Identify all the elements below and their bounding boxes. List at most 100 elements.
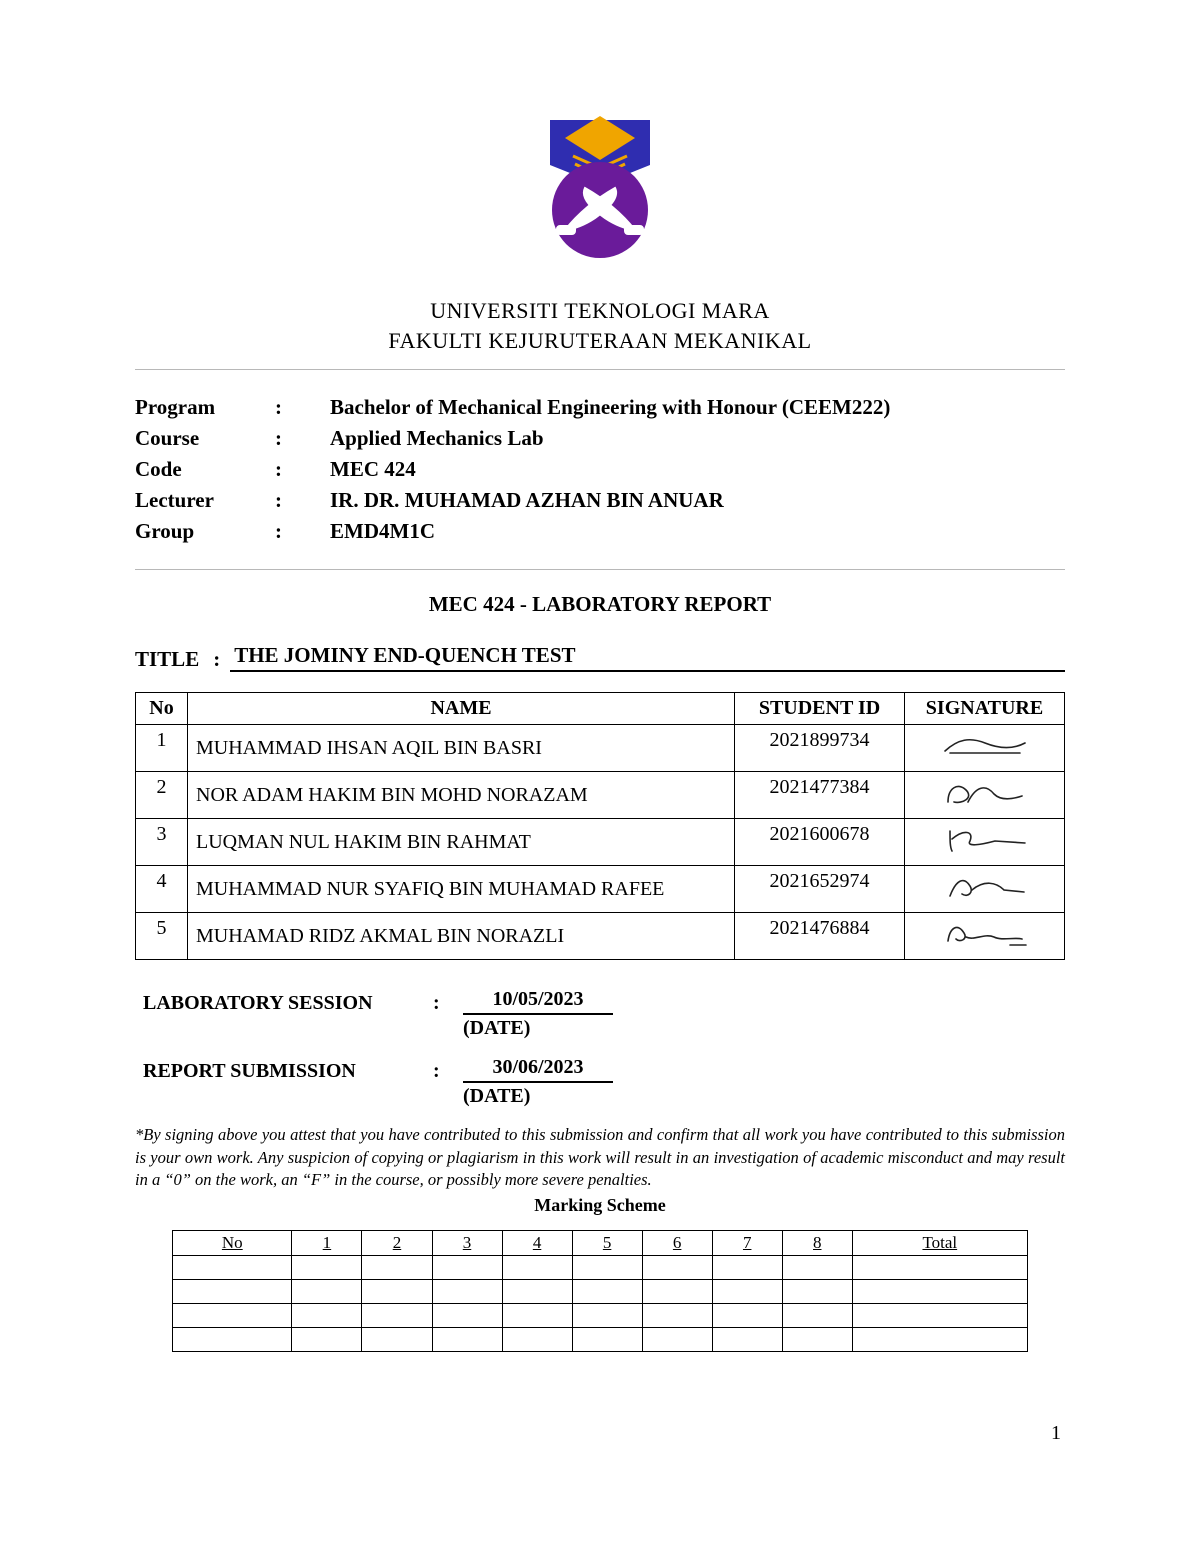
student-signature	[905, 772, 1065, 819]
marking-cell	[292, 1304, 362, 1328]
marking-cell	[852, 1280, 1027, 1304]
marking-cell	[292, 1328, 362, 1352]
student-name: MUHAMAD RIDZ AKMAL BIN NORAZLI	[188, 913, 735, 960]
university-logo	[135, 110, 1065, 276]
student-no: 2	[136, 772, 188, 819]
marking-cell	[572, 1256, 642, 1280]
page-number: 1	[135, 1422, 1065, 1445]
marking-cell	[432, 1328, 502, 1352]
marking-cell	[572, 1304, 642, 1328]
info-colon: :	[275, 392, 330, 423]
info-row: Code:MEC 424	[135, 454, 1065, 485]
submission-caption: (DATE)	[143, 1085, 1065, 1108]
marking-cell	[642, 1256, 712, 1280]
lab-session-label: LABORATORY SESSION	[143, 992, 433, 1015]
title-label: TITLE	[135, 647, 213, 672]
student-name: NOR ADAM HAKIM BIN MOHD NORAZAM	[188, 772, 735, 819]
marking-cell	[432, 1280, 502, 1304]
info-row: Course:Applied Mechanics Lab	[135, 423, 1065, 454]
info-label: Lecturer	[135, 485, 275, 516]
marking-cell	[502, 1304, 572, 1328]
report-title-row: TITLE : THE JOMINY END-QUENCH TEST	[135, 643, 1065, 672]
table-row: 5MUHAMAD RIDZ AKMAL BIN NORAZLI202147688…	[136, 913, 1065, 960]
student-signature	[905, 819, 1065, 866]
marking-cell	[173, 1256, 292, 1280]
lab-session-caption: (DATE)	[143, 1017, 1065, 1040]
university-name: UNIVERSITI TEKNOLOGI MARA FAKULTI KEJURU…	[135, 296, 1065, 355]
signature-icon	[940, 917, 1030, 949]
marking-col: 4	[502, 1231, 572, 1256]
student-no: 5	[136, 913, 188, 960]
marking-cell	[173, 1328, 292, 1352]
colon: :	[433, 992, 463, 1015]
marking-cell	[362, 1280, 432, 1304]
marking-cell	[712, 1304, 782, 1328]
marking-cell	[642, 1304, 712, 1328]
marking-cell	[642, 1328, 712, 1352]
student-no: 3	[136, 819, 188, 866]
marking-cell	[292, 1280, 362, 1304]
signature-icon	[940, 776, 1030, 808]
marking-cell	[712, 1328, 782, 1352]
marking-col: 5	[572, 1231, 642, 1256]
marking-cell	[362, 1304, 432, 1328]
marking-cell	[852, 1328, 1027, 1352]
info-label: Group	[135, 516, 275, 547]
marking-col: Total	[852, 1231, 1027, 1256]
student-id: 2021476884	[735, 913, 905, 960]
student-signature	[905, 866, 1065, 913]
marking-col: 2	[362, 1231, 432, 1256]
marking-col: 7	[712, 1231, 782, 1256]
divider	[135, 569, 1065, 570]
student-no: 4	[136, 866, 188, 913]
student-signature	[905, 725, 1065, 772]
course-info: Program:Bachelor of Mechanical Engineeri…	[135, 392, 1065, 547]
student-name: MUHAMMAD NUR SYAFIQ BIN MUHAMAD RAFEE	[188, 866, 735, 913]
marking-row	[173, 1328, 1028, 1352]
lab-session-block: LABORATORY SESSION : 10/05/2023 (DATE)	[143, 988, 1065, 1040]
signature-icon	[940, 729, 1030, 761]
marking-cell	[642, 1280, 712, 1304]
table-row: 2NOR ADAM HAKIM BIN MOHD NORAZAM20214773…	[136, 772, 1065, 819]
info-row: Group:EMD4M1C	[135, 516, 1065, 547]
submission-block: REPORT SUBMISSION : 30/06/2023 (DATE)	[143, 1056, 1065, 1108]
lab-session-date: 10/05/2023	[463, 988, 613, 1015]
marking-cell	[502, 1280, 572, 1304]
marking-cell	[292, 1256, 362, 1280]
info-colon: :	[275, 516, 330, 547]
marking-row	[173, 1256, 1028, 1280]
student-id: 2021600678	[735, 819, 905, 866]
student-name: LUQMAN NUL HAKIM BIN RAHMAT	[188, 819, 735, 866]
info-label: Course	[135, 423, 275, 454]
student-id: 2021652974	[735, 866, 905, 913]
info-colon: :	[275, 485, 330, 516]
col-id: STUDENT ID	[735, 693, 905, 725]
uni-line1: UNIVERSITI TEKNOLOGI MARA	[430, 298, 770, 323]
info-colon: :	[275, 454, 330, 485]
marking-col: 6	[642, 1231, 712, 1256]
info-row: Program:Bachelor of Mechanical Engineeri…	[135, 392, 1065, 423]
signature-icon	[940, 823, 1030, 855]
col-no: No	[136, 693, 188, 725]
info-row: Lecturer:IR. DR. MUHAMAD AZHAN BIN ANUAR	[135, 485, 1065, 516]
marking-cell	[852, 1256, 1027, 1280]
marking-cell	[712, 1280, 782, 1304]
marking-scheme-title: Marking Scheme	[135, 1195, 1065, 1216]
table-row: 4MUHAMMAD NUR SYAFIQ BIN MUHAMAD RAFEE20…	[136, 866, 1065, 913]
report-heading: MEC 424 - LABORATORY REPORT	[135, 592, 1065, 617]
marking-cell	[362, 1256, 432, 1280]
info-value: Bachelor of Mechanical Engineering with …	[330, 392, 1065, 423]
marking-cell	[572, 1328, 642, 1352]
info-value: MEC 424	[330, 454, 1065, 485]
student-id: 2021899734	[735, 725, 905, 772]
title-colon: :	[213, 647, 230, 672]
marking-cell	[852, 1304, 1027, 1328]
info-value: IR. DR. MUHAMAD AZHAN BIN ANUAR	[330, 485, 1065, 516]
marking-col: 3	[432, 1231, 502, 1256]
table-row: 3LUQMAN NUL HAKIM BIN RAHMAT2021600678	[136, 819, 1065, 866]
table-row: 1MUHAMMAD IHSAN AQIL BIN BASRI2021899734	[136, 725, 1065, 772]
marking-cell	[432, 1256, 502, 1280]
disclaimer-text: *By signing above you attest that you ha…	[135, 1124, 1065, 1191]
submission-label: REPORT SUBMISSION	[143, 1060, 433, 1083]
student-no: 1	[136, 725, 188, 772]
